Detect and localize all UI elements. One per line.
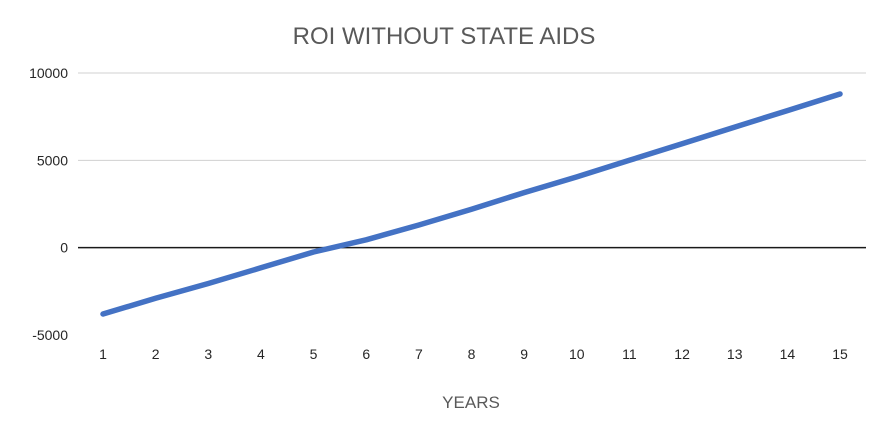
series-line [100,91,843,317]
x-tick-label: 3 [204,346,212,362]
x-axis-title: YEARS [442,393,500,412]
y-tick-label: 0 [60,240,68,256]
x-tick-label: 9 [520,346,528,362]
x-tick-label: 2 [152,346,160,362]
x-tick-label: 8 [468,346,476,362]
x-tick-label: 14 [780,346,796,362]
x-tick-label: 12 [674,346,690,362]
chart-title: ROI WITHOUT STATE AIDS [293,23,596,50]
x-tick-label: 11 [622,346,637,362]
gridlines [78,72,866,249]
x-tick-label: 13 [727,346,743,362]
series-lines [100,91,843,317]
x-tick-label: 10 [569,346,585,362]
x-tick-label: 1 [99,346,107,362]
x-tick-label: 6 [362,346,370,362]
y-tick-label: 10000 [29,65,68,81]
x-tick-label: 7 [415,346,423,362]
x-tick-label: 5 [310,346,318,362]
y-tick-label: 5000 [37,152,68,168]
y-tick-label: -5000 [32,327,68,343]
x-tick-label: 15 [832,346,848,362]
x-axis-tick-labels: 1 2 3 4 5 6 7 8 9 10 11 12 13 14 15 [99,346,848,362]
x-tick-label: 4 [257,346,265,362]
y-axis-tick-labels: -5000 0 5000 10000 [29,65,68,343]
